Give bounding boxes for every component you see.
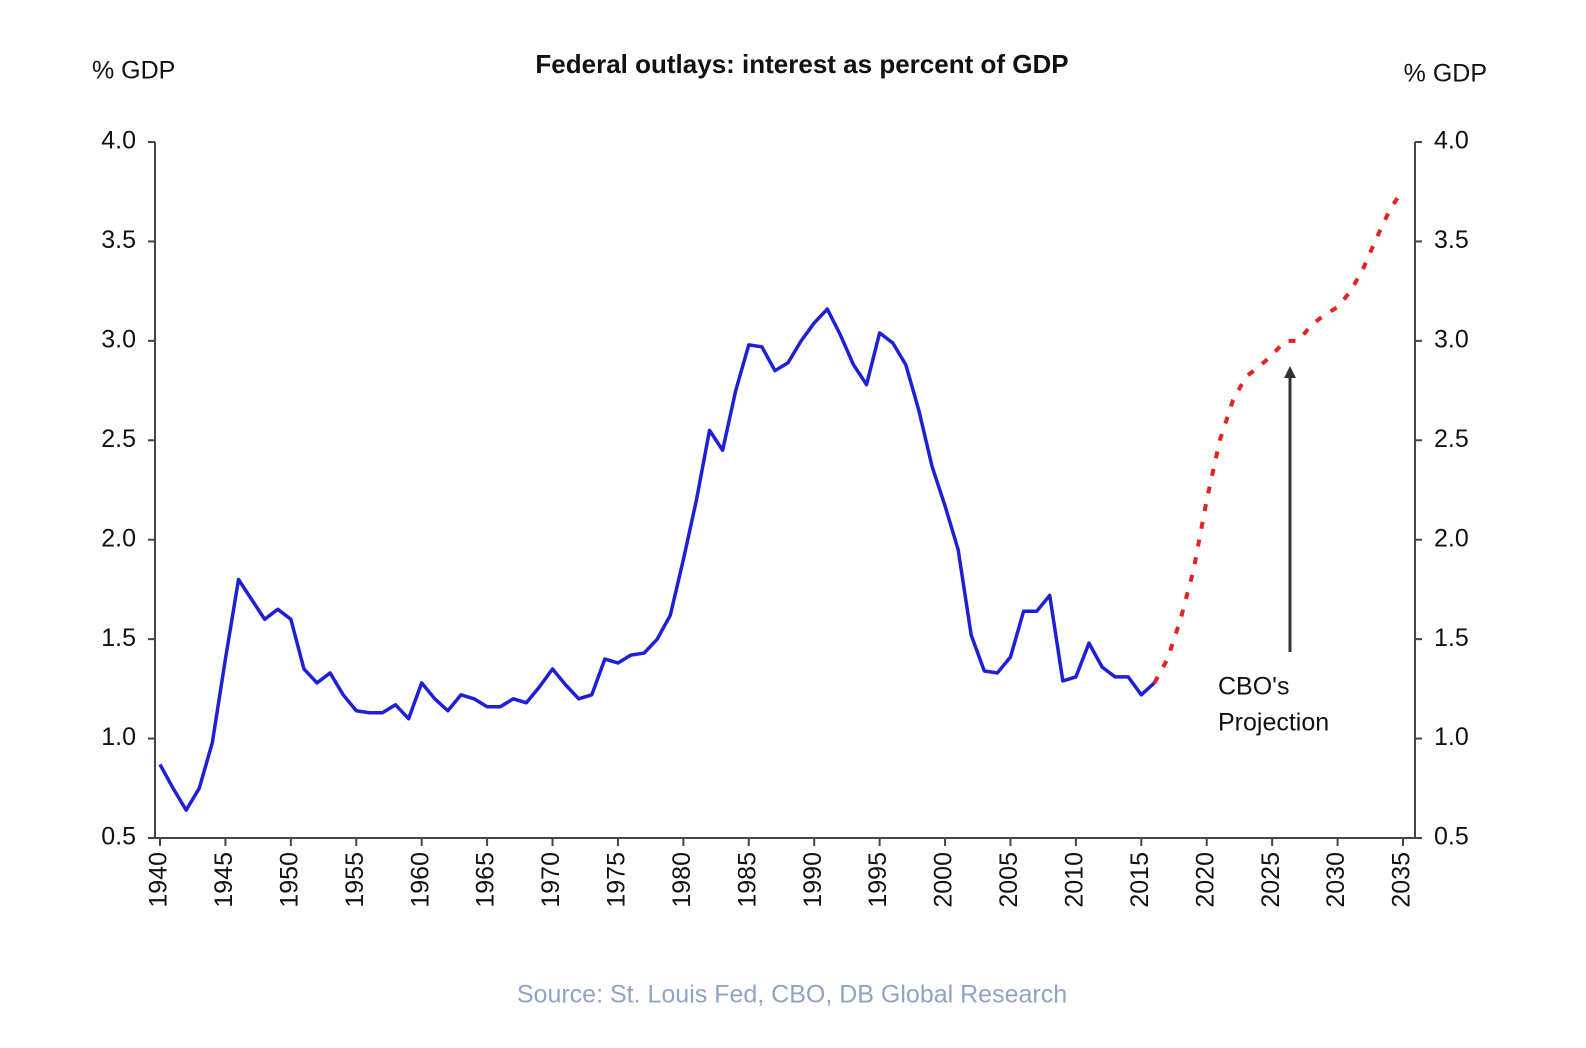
y2-tick-label: 3.0 (1434, 325, 1469, 353)
x-tick-label: 1955 (341, 852, 369, 908)
x-tick-label: 2005 (995, 852, 1023, 908)
x-tick-label: 2030 (1322, 852, 1350, 908)
x-tick-label: 1990 (799, 852, 827, 908)
x-tick-label: 1985 (733, 852, 761, 908)
y2-tick-label: 0.5 (1434, 823, 1469, 851)
x-tick-label: 2000 (930, 852, 958, 908)
x-tick-label: 2020 (1191, 852, 1219, 908)
chart-title: Federal outlays: interest as percent of … (535, 49, 1068, 79)
y2-tick-label: 3.5 (1434, 226, 1469, 254)
annotation-line: CBO's (1218, 673, 1289, 701)
source: Source: St. Louis Fed, CBO, DB Global Re… (517, 981, 1067, 1009)
x-tick-label: 2025 (1257, 852, 1285, 908)
x-tick-label: 1965 (472, 852, 500, 908)
line-series (1152, 188, 1405, 684)
y-tick-label: 4.0 (101, 127, 136, 155)
annotation-line: Projection (1218, 709, 1329, 737)
x-tick-label: 1995 (864, 852, 892, 908)
y2-tick-label: 1.0 (1434, 723, 1469, 751)
x-tick-label: 1960 (406, 852, 434, 908)
y-tick-label: 0.5 (101, 823, 136, 851)
x-tick-label: 1980 (668, 852, 696, 908)
y2-tick-label: 1.5 (1434, 624, 1469, 652)
y-tick-label: 1.5 (101, 624, 136, 652)
y2-tick-label: 4.0 (1434, 127, 1469, 155)
y-tick-label: 2.0 (101, 524, 136, 552)
x-tick-label: 2035 (1388, 852, 1416, 908)
x-tick-label: 1975 (603, 852, 631, 908)
y-tick-label: 3.0 (101, 325, 136, 353)
x-tick-label: 1950 (275, 852, 303, 908)
y-axis-label: % GDP (92, 57, 175, 85)
y-tick-label: 2.5 (101, 425, 136, 453)
y2-tick-label: 2.5 (1434, 425, 1469, 453)
annotation-arrowhead (1284, 366, 1296, 378)
y2-tick-label: 2.0 (1434, 524, 1469, 552)
x-tick-label: 2010 (1061, 852, 1089, 908)
y2-axis-label: % GDP (1404, 60, 1487, 88)
x-tick-label: 1940 (145, 852, 173, 908)
x-tick-label: 1945 (210, 852, 238, 908)
y-tick-label: 1.0 (101, 723, 136, 751)
x-tick-label: 1970 (537, 852, 565, 908)
line-series (158, 307, 1156, 812)
y-tick-label: 3.5 (101, 226, 136, 254)
x-tick-label: 2015 (1126, 852, 1154, 908)
